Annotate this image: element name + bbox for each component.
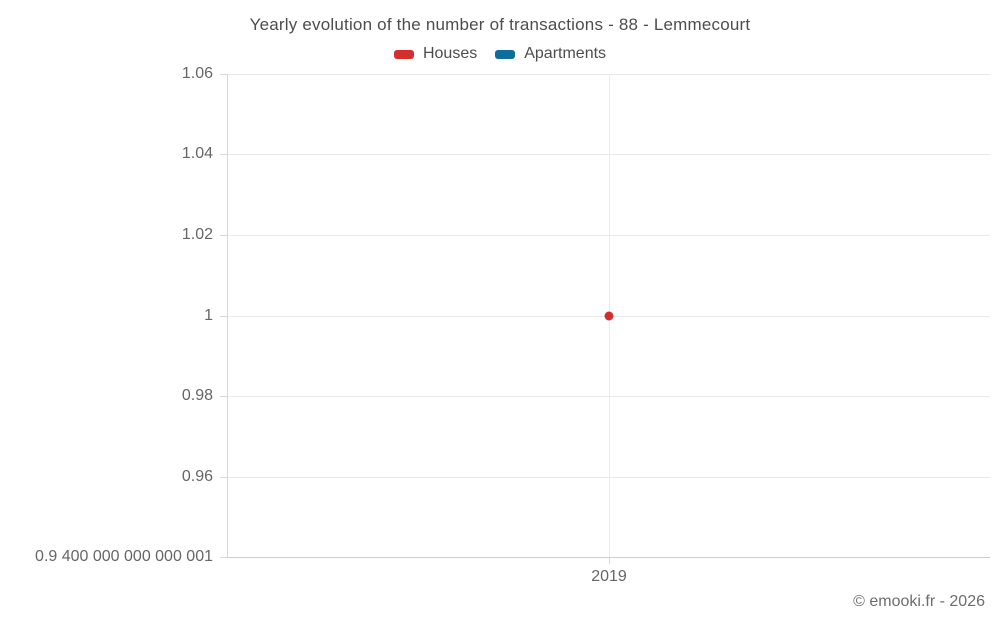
legend-item-apartments[interactable]: Apartments <box>495 45 606 63</box>
apartments-series-swatch-icon <box>495 49 516 59</box>
y-axis-tick-label: 0.9 400 000 000 000 001 <box>35 548 213 565</box>
y-axis-tick-label: 1.02 <box>181 225 213 243</box>
legend-label-apartments: Apartments <box>524 45 607 62</box>
y-axis-tick <box>220 234 228 236</box>
y-axis-tick-label: 1.06 <box>181 65 213 82</box>
legend-label-houses: Houses <box>422 45 478 62</box>
plot-area: 1.06 1.04 1.02 1 0.98 0.96 0.9 400 000 000 000… <box>35 65 990 585</box>
y-axis-tick <box>220 557 228 558</box>
y-axis-tick <box>220 315 228 317</box>
x-axis-tick <box>609 557 610 564</box>
legend-item-houses[interactable]: Houses <box>393 45 478 63</box>
y-axis-tick <box>220 154 228 156</box>
y-axis-tick-label: 1 <box>204 306 213 324</box>
chart-title: Yearly evolution of the number of transa… <box>249 15 751 34</box>
houses-data-point[interactable] <box>604 311 614 320</box>
legend: Houses Apartments <box>0 45 1000 63</box>
y-axis-tick-label: 0.98 <box>181 386 213 404</box>
x-axis-tick-label: 2019 <box>591 568 627 585</box>
y-axis-tick <box>220 74 228 75</box>
y-axis-tick <box>220 476 228 478</box>
houses-series-swatch-icon <box>393 49 414 59</box>
y-axis-tick-label: 1.04 <box>181 145 213 163</box>
y-axis-tick-label: 0.96 <box>181 467 213 485</box>
footer-credit: © emooki.fr - 2026 <box>853 593 985 610</box>
y-axis-tick <box>220 395 228 397</box>
